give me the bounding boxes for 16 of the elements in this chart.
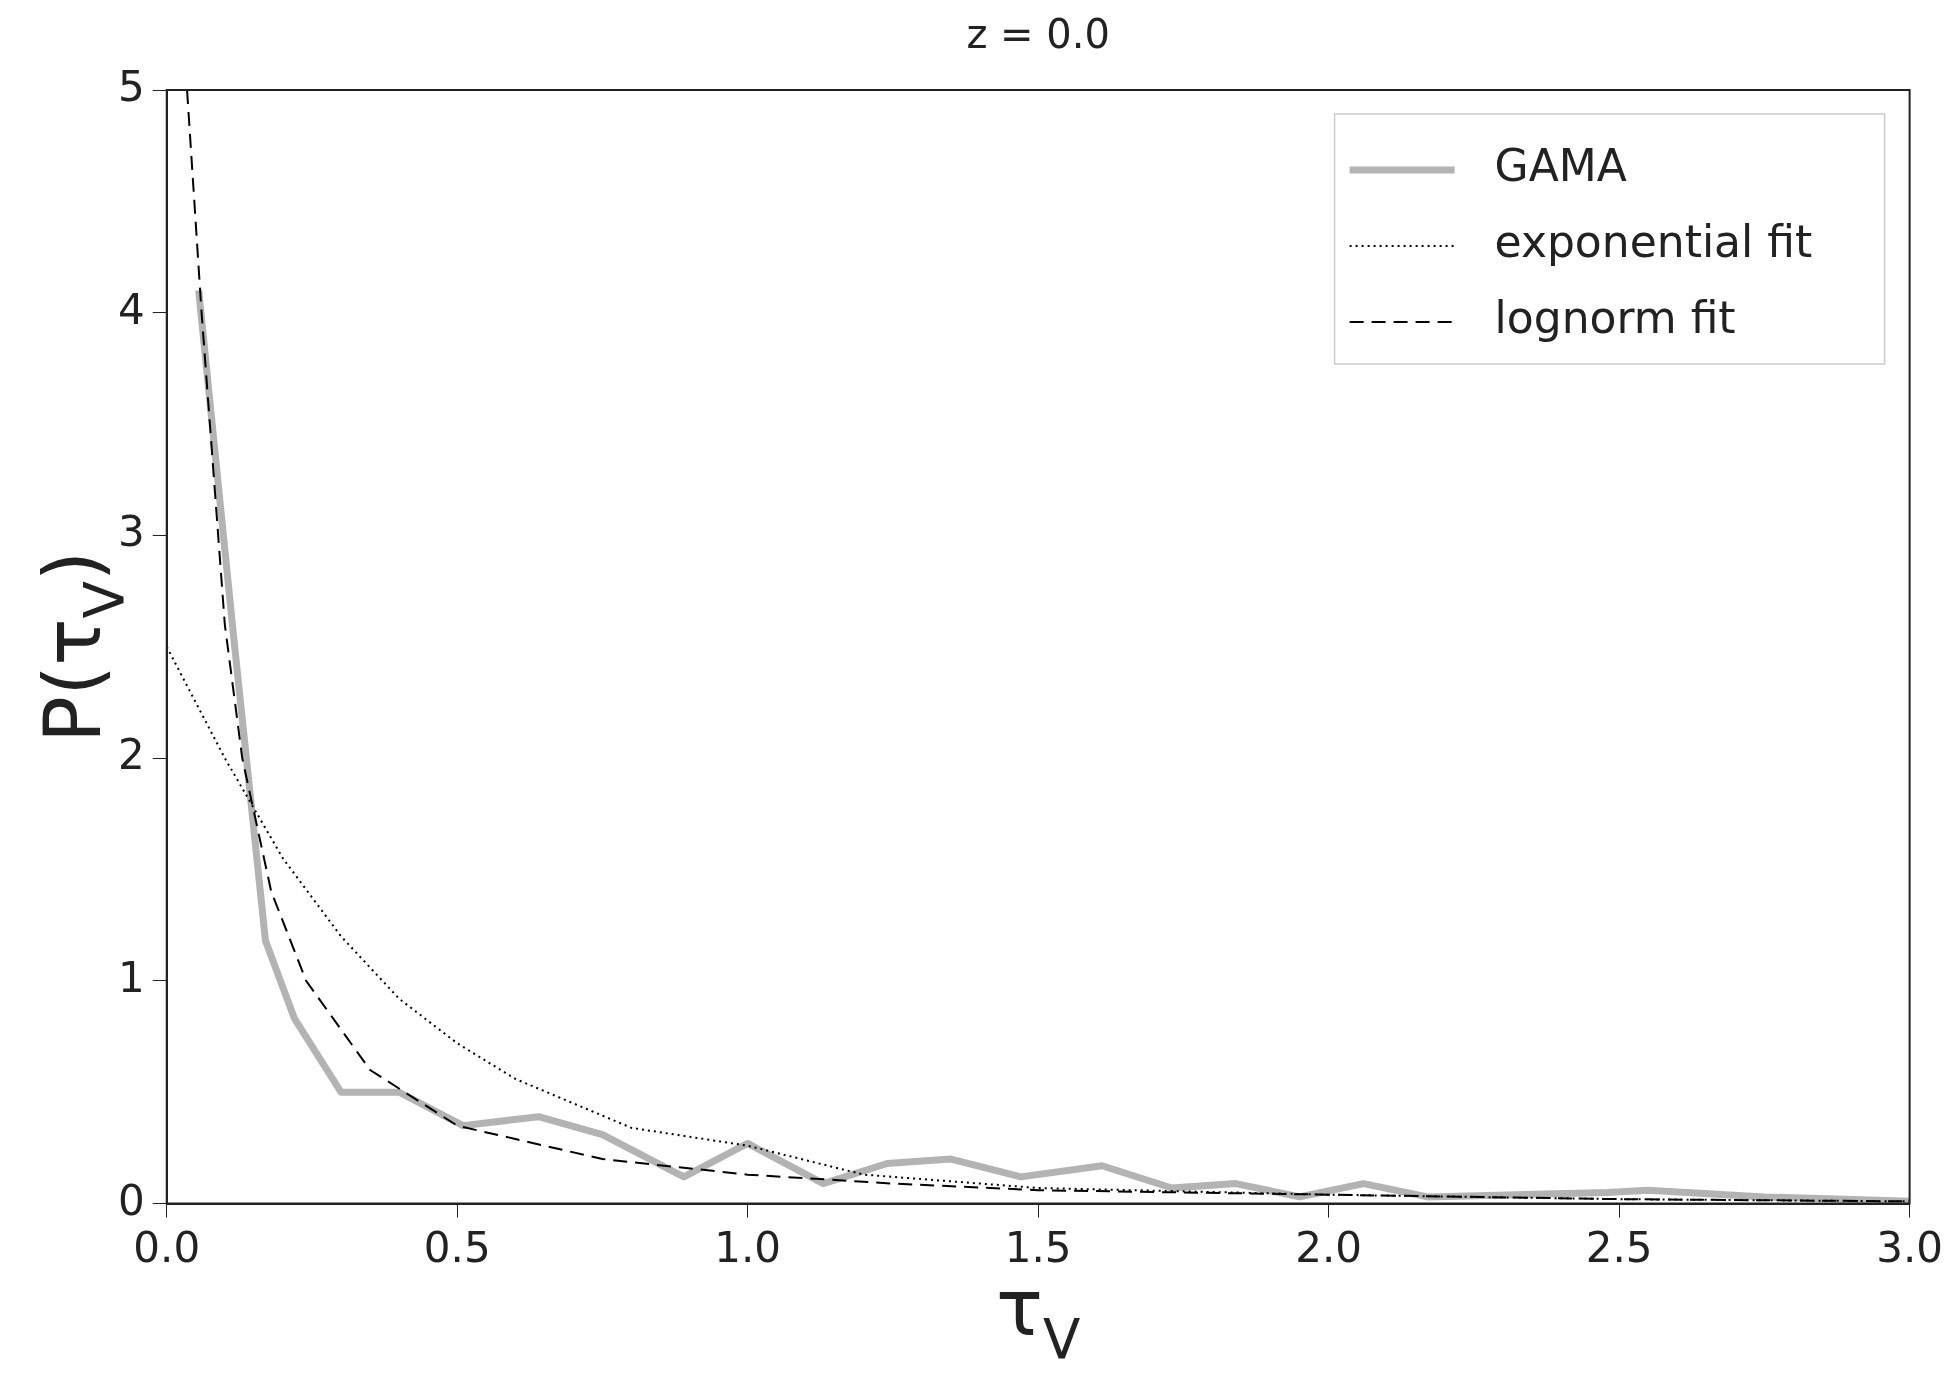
x-tick-label: 3.0: [1876, 1222, 1943, 1272]
chart-title: z = 0.0: [966, 11, 1110, 57]
x-tick-label: 1.0: [714, 1222, 782, 1272]
x-tick-label: 2.5: [1585, 1222, 1653, 1272]
y-tick-label: 5: [117, 61, 145, 111]
legend-label: exponential fit: [1494, 216, 1813, 268]
x-tick-label: 2.0: [1295, 1222, 1363, 1272]
y-tick-label: 4: [117, 284, 145, 334]
y-tick-label: 0: [117, 1175, 145, 1225]
x-tick-label: 1.5: [1004, 1222, 1072, 1272]
x-tick-label: 0.5: [423, 1222, 491, 1272]
y-tick-label: 1: [117, 952, 145, 1002]
legend-label: GAMA: [1494, 140, 1627, 192]
x-tick-label: 0.0: [133, 1222, 201, 1272]
legend-label: lognorm fit: [1494, 292, 1736, 344]
y-tick-label: 3: [117, 507, 145, 557]
